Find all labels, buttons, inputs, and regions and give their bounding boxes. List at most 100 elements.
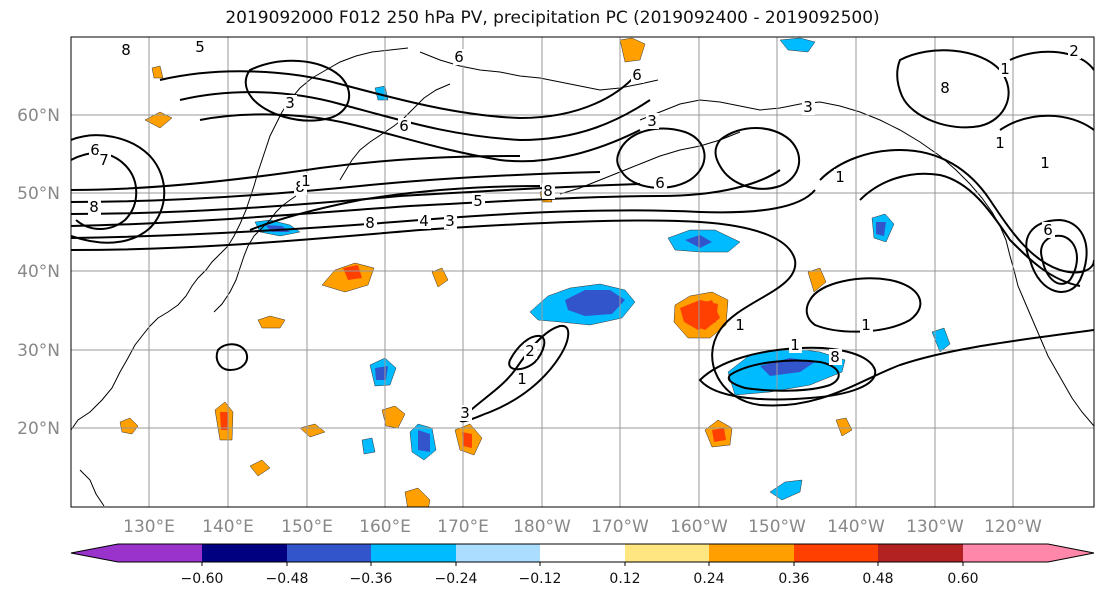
colorbar-tick-label: −0.48 xyxy=(266,571,309,587)
lon-tick-label: 160°W xyxy=(670,517,728,537)
colorbar-tick-label: −0.12 xyxy=(519,571,562,587)
pv-contour xyxy=(458,324,570,423)
map-title: 2019092000 F012 250 hPa PV, precipitatio… xyxy=(225,8,880,28)
contour-label: 1 xyxy=(301,172,311,190)
precip-anomaly-blob xyxy=(249,459,271,477)
contour-label-bg xyxy=(1042,222,1055,238)
pv-contour xyxy=(249,185,541,231)
pv-contour xyxy=(698,346,877,401)
contour-label-bg xyxy=(459,405,472,421)
colorbar-extension-low xyxy=(71,544,202,562)
pv-contour xyxy=(727,359,840,392)
lat-tick-label: 30°N xyxy=(17,341,60,361)
colorbar-tick-label: 0.12 xyxy=(609,571,640,587)
lon-tick-label: 180°W xyxy=(513,517,571,537)
colorbar-segment xyxy=(878,544,963,562)
contour-label-bg xyxy=(646,113,659,129)
contour-label: 1 xyxy=(995,134,1005,152)
pv-contour xyxy=(999,114,1094,131)
precip-anomaly-blob xyxy=(835,417,853,437)
contour-label: 4 xyxy=(419,212,429,230)
contour-label-bg xyxy=(829,349,842,365)
contour-label: 8 xyxy=(543,182,553,200)
pv-contour xyxy=(1009,50,1094,71)
pv-contour xyxy=(508,334,546,371)
contour-label: 6 xyxy=(632,66,642,84)
contour-label: 1 xyxy=(517,370,527,388)
contour-label-bg xyxy=(654,175,667,191)
pv-contours xyxy=(71,49,1094,423)
contour-label-bg xyxy=(789,337,802,353)
contour-label-bg xyxy=(300,173,313,189)
contour-label: 6 xyxy=(1043,221,1053,239)
contour-label: 6 xyxy=(399,117,409,135)
coastline-philippines xyxy=(79,469,105,507)
colorbar-tick-label: 0.60 xyxy=(947,571,978,587)
contour-label-bg xyxy=(802,99,815,115)
contour-label-bg xyxy=(88,199,101,215)
contour-label-bg xyxy=(472,193,485,209)
precip-anomaly-blob xyxy=(299,423,326,438)
contour-label-bg xyxy=(542,183,555,199)
contour-label-bg xyxy=(1039,155,1052,171)
lon-tick-label: 140°E xyxy=(202,517,254,537)
pv-contour xyxy=(714,127,800,190)
contour-label: 3 xyxy=(803,98,813,116)
contour-label: 8 xyxy=(830,348,840,366)
contour-label-bg xyxy=(860,317,873,333)
pv-contour xyxy=(159,69,641,120)
contour-label: 8 xyxy=(121,41,131,59)
coastline-aleutians xyxy=(559,131,741,195)
contour-label: 8 xyxy=(89,198,99,216)
lat-tick-label: 40°N xyxy=(17,262,60,282)
lon-tick-label: 170°W xyxy=(591,517,649,537)
pv-contour xyxy=(71,189,816,239)
pv-contour xyxy=(805,277,922,333)
precip-anomaly-blob xyxy=(321,262,375,293)
colorbar-segment xyxy=(625,544,709,562)
lon-tick-label: 160°E xyxy=(359,517,411,537)
pv-contour xyxy=(71,219,1094,407)
contour-label: 7 xyxy=(99,151,109,169)
contour-label: 3 xyxy=(445,212,455,230)
pv-contour xyxy=(71,169,781,227)
map-frame xyxy=(70,36,1095,508)
contour-label-bg xyxy=(734,317,747,333)
contour-label: 1 xyxy=(1040,154,1050,172)
pv-contour xyxy=(71,171,601,203)
pv-contour xyxy=(1025,218,1088,293)
contour-label-bg xyxy=(631,67,644,83)
precip-anomaly-blob xyxy=(214,401,234,441)
contour-label: 6 xyxy=(90,141,100,159)
precip-anomaly-blob xyxy=(454,423,483,456)
lon-label-layer: 130°E 140°E 150°E 160°E 170°E 180°W 170°W 160°W… xyxy=(123,517,1042,537)
contour-label: 6 xyxy=(655,174,665,192)
lat-tick-label: 50°N xyxy=(17,184,60,204)
contour-label-bg xyxy=(524,343,537,359)
contour-label: 8 xyxy=(365,214,375,232)
precip-anomaly-blob xyxy=(404,487,431,507)
lon-tick-label: 140°W xyxy=(827,517,885,537)
colorbar-segment xyxy=(709,544,794,562)
colorbar-segment xyxy=(202,544,287,562)
contour-label-bg xyxy=(194,39,207,55)
colorbar-tick-label: 0.48 xyxy=(862,571,893,587)
colorbar-tick-label: −0.24 xyxy=(435,571,478,587)
contour-label-bg xyxy=(444,213,457,229)
colorbar-segment xyxy=(287,544,371,562)
precip-anomaly-blob xyxy=(409,423,437,461)
precip-anomaly-blob xyxy=(871,213,895,243)
contour-label: 3 xyxy=(647,112,657,130)
contour-label: 1 xyxy=(835,168,845,186)
contour-label: 1 xyxy=(735,316,745,334)
colorbar-tick-layer: −0.60 −0.48 −0.36 −0.24 −0.12 0.12 0.24 0.36 0.4… xyxy=(181,562,979,587)
precip-anomaly-blob xyxy=(431,267,449,288)
colorbar xyxy=(70,543,1095,563)
contour-label: 2 xyxy=(525,342,535,360)
coastlines xyxy=(71,47,1094,507)
pv-contour xyxy=(199,113,641,163)
coastline-kamchatka xyxy=(339,83,451,181)
pv-contour xyxy=(71,183,641,215)
contour-label-bg xyxy=(120,42,133,58)
